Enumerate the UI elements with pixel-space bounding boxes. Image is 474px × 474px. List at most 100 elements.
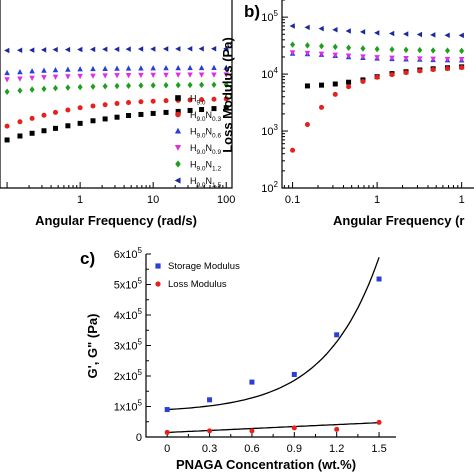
panel-b-data-point <box>430 47 436 54</box>
panel-a-data-point <box>17 119 23 125</box>
panel-b-x-tick-label: 1 <box>459 194 465 206</box>
panel-b-data-point <box>332 91 338 97</box>
panel-c-y-axis-label: G', G" (Pa) <box>85 314 100 379</box>
panel-c-y-tick-label: 0 <box>136 432 142 444</box>
panel-b-data-point <box>444 47 450 54</box>
panel-a-data-point <box>17 69 23 75</box>
panel-a-data-point <box>16 47 23 54</box>
panel-a-data-point <box>138 65 144 71</box>
panel-a-data-point <box>77 120 83 126</box>
panel-c-y-tick-label: 4x105 <box>114 307 143 322</box>
panel-a-legend-label: H9.0N1.2 <box>190 160 221 173</box>
panel-b-data-point <box>318 25 324 32</box>
panel-a-data-point <box>29 68 35 74</box>
panel-a-data-point <box>175 72 181 78</box>
panel-b-data-point <box>304 122 310 128</box>
panel-b-data-point <box>444 66 450 72</box>
panel-b-data-point <box>319 104 325 110</box>
panel-b-y-tick-label: 104 <box>261 66 278 81</box>
panel-a-data-point <box>114 101 120 107</box>
panel-c-data-point <box>334 332 340 338</box>
panel-a-data-point <box>125 65 132 71</box>
panel-a-data-point <box>175 108 181 114</box>
panel-a-data-point <box>4 69 10 76</box>
panel-a-data-point <box>102 65 108 72</box>
panel-a-data-point <box>175 81 181 89</box>
panel-a-data-point <box>65 107 71 113</box>
panel-b-data-point <box>346 84 352 90</box>
panel-a-data-point <box>89 46 96 53</box>
panel-b-data-point <box>417 46 423 54</box>
panel-a-data-point <box>126 100 132 106</box>
panel-c-data-point <box>376 419 382 425</box>
panel-a-data-point <box>163 82 169 89</box>
panel-a-data-point <box>29 47 35 53</box>
panel-b-data-point <box>459 47 465 55</box>
panel-a-data-point <box>17 133 23 139</box>
panel-a-data-point <box>41 128 47 134</box>
panel-a-marks <box>4 45 229 143</box>
panel-b-data-point <box>374 74 380 80</box>
panel-a-legend-label: H9.0N0.6 <box>190 127 221 140</box>
panel-b-data-point <box>403 46 409 54</box>
panel-a-data-point <box>102 46 108 53</box>
panel-c-x-tick-label: 1.5 <box>371 443 386 455</box>
panel-c-data-point <box>164 407 170 413</box>
panel-a-data-point <box>211 81 217 89</box>
panel-a-data-point <box>138 72 144 79</box>
panel-b-data-point <box>319 42 325 50</box>
panel-a-data-point <box>198 72 205 78</box>
panel-a-data-point <box>114 46 120 52</box>
panel-a-data-point <box>4 88 10 96</box>
panel-b-data-point <box>374 55 380 61</box>
panel-a-data-point <box>163 65 169 71</box>
panel-b-y-tick-label: 103 <box>261 123 278 138</box>
panel-a-x-tick-label: 100 <box>217 194 235 206</box>
panel-a-x-tick-label: 10 <box>147 194 159 206</box>
panel-b-data-point <box>290 147 296 153</box>
panel-a-data-point <box>198 46 204 52</box>
panel-c-legend-marker <box>155 263 161 269</box>
panel-a-data-point <box>4 123 10 129</box>
panel-a-legend-marker <box>174 177 181 184</box>
panel-b-data-point <box>389 72 395 78</box>
panel-b-data-point <box>403 55 409 62</box>
panel-a-data-point <box>199 81 205 89</box>
panel-b-data-point <box>444 32 450 38</box>
panel-c: c) 0 0.3 0.6 0.9 1.2 1.5 0 1x105 2x105 3x105 4x10… <box>80 246 396 472</box>
panel-b-data-point <box>417 56 423 62</box>
panel-a-data-point <box>77 83 83 91</box>
panel-a-data-point <box>41 85 47 93</box>
panel-b-data-point <box>289 50 296 56</box>
panel-a-data-point <box>4 47 10 54</box>
panel-c-fit-curve <box>167 257 380 411</box>
panel-b-data-point <box>374 30 380 36</box>
panel-a-data-point <box>90 73 96 79</box>
panel-a-data-point <box>163 98 169 104</box>
panel-a-data-point <box>187 72 193 78</box>
panel-a-data-point <box>29 86 35 93</box>
panel-a-data-point <box>41 67 47 73</box>
panel-b-data-point <box>416 31 423 38</box>
panel-b-y-ticks: 102 103 104 105 <box>261 0 288 195</box>
panel-a-legend-label: H9.0N0.3 <box>190 110 221 123</box>
panel-b-data-point <box>332 81 338 87</box>
panel-a-legend-marker <box>175 111 181 118</box>
panel-b-data-point <box>403 70 409 76</box>
panel-a-axes <box>0 0 233 189</box>
panel-a-data-point <box>4 77 10 83</box>
panel-a-legend-marker <box>175 160 181 168</box>
panel-b-data-point <box>359 29 366 35</box>
panel-a-data-point <box>138 99 144 105</box>
panel-b-data-point <box>444 56 451 63</box>
panel-b-y-tick-label: 102 <box>261 180 278 195</box>
panel-c-y-tick-label: 6x105 <box>114 246 143 261</box>
panel-a-data-point <box>114 65 120 71</box>
panel-a-data-point <box>223 45 229 52</box>
panel-a-data-point <box>198 64 205 71</box>
panel-b-x-tick-label: 1 <box>374 194 380 206</box>
panel-a-data-point <box>150 46 156 52</box>
panel-a-x-axis-label: Angular Frequency (rad/s) <box>35 213 197 228</box>
panel-b-data-point <box>374 45 380 53</box>
panel-b-data-point <box>403 31 409 37</box>
